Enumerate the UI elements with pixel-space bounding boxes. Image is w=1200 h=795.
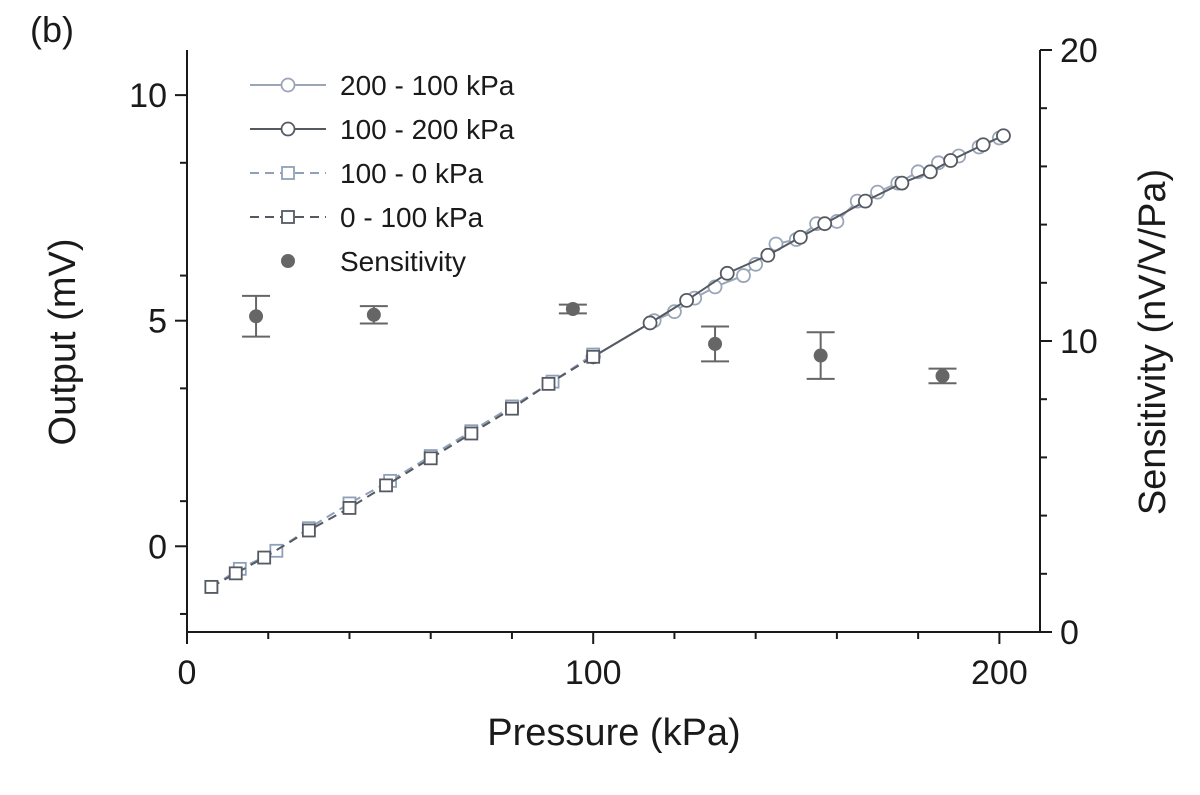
legend-item-200-100-kpa: 200 - 100 kPa [250, 70, 515, 101]
legend-item-100-0-kpa: 100 - 0 kPa [250, 158, 484, 189]
y-tick-label: 0 [148, 528, 167, 566]
data-point [228, 566, 243, 581]
x-tick-label: 100 [565, 654, 622, 692]
x-axis-title: Pressure (kPa) [487, 712, 740, 754]
legend-label: 0 - 100 kPa [340, 202, 484, 233]
series-sensitivity [242, 294, 957, 385]
data-point [642, 315, 658, 331]
data-point [935, 368, 950, 383]
legend-item-sensitivity: Sensitivity [281, 246, 466, 277]
data-point [249, 309, 264, 324]
legend-marker [281, 166, 295, 180]
data-layer [204, 128, 1011, 594]
data-point [565, 301, 580, 316]
data-point [586, 349, 601, 364]
legend-item-0-100-kpa: 0 - 100 kPa [250, 202, 484, 233]
data-point [301, 523, 316, 538]
data-point [464, 426, 479, 441]
y2-tick-label: 20 [1060, 32, 1098, 70]
data-point [760, 247, 776, 263]
y2-axis-title: Sensitivity (nV/V/Pa) [1132, 169, 1174, 515]
data-point [922, 164, 938, 180]
series-0-100-kpa [204, 349, 601, 594]
legend: 200 - 100 kPa 100 - 200 kPa 100 - 0 kPa 0 -… [250, 70, 515, 277]
data-point [541, 376, 556, 391]
data-point [423, 451, 438, 466]
y-tick-label: 5 [148, 303, 167, 341]
data-point [342, 501, 357, 515]
data-point [943, 153, 959, 168]
legend-label: 200 - 100 kPa [340, 70, 515, 101]
legend-label: 100 - 0 kPa [340, 158, 484, 189]
plot-frame [186, 50, 1041, 633]
data-point [708, 336, 723, 351]
y2-tick-label: 0 [1060, 614, 1079, 652]
series-100-200-kpa [585, 128, 1011, 365]
legend-item-100-200-kpa: 100 - 200 kPa [250, 114, 515, 145]
data-point [857, 193, 873, 209]
panel-label: (b) [30, 9, 74, 50]
legend-label: 100 - 200 kPa [340, 114, 515, 145]
data-point [996, 128, 1011, 144]
data-point [792, 229, 808, 245]
data-point [817, 216, 833, 232]
data-point [366, 307, 381, 322]
data-point [736, 268, 751, 283]
data-point [379, 478, 393, 493]
legend-marker [281, 210, 295, 224]
y-axis-title: Output (mV) [42, 239, 84, 446]
data-point [894, 175, 910, 191]
data-point [975, 137, 991, 153]
legend-marker [280, 77, 296, 93]
y-tick-label: 10 [129, 77, 167, 115]
legend-marker [281, 254, 295, 268]
legend-label: Sensitivity [340, 246, 466, 277]
x-tick-label: 0 [178, 654, 197, 692]
legend-marker [280, 121, 296, 137]
data-point [505, 401, 519, 416]
data-point [719, 265, 735, 281]
data-point [679, 292, 695, 308]
data-point [204, 579, 219, 594]
y2-tick-label: 10 [1060, 323, 1098, 361]
x-tick-label: 200 [971, 654, 1028, 692]
data-point [813, 348, 828, 363]
data-point [257, 550, 272, 565]
